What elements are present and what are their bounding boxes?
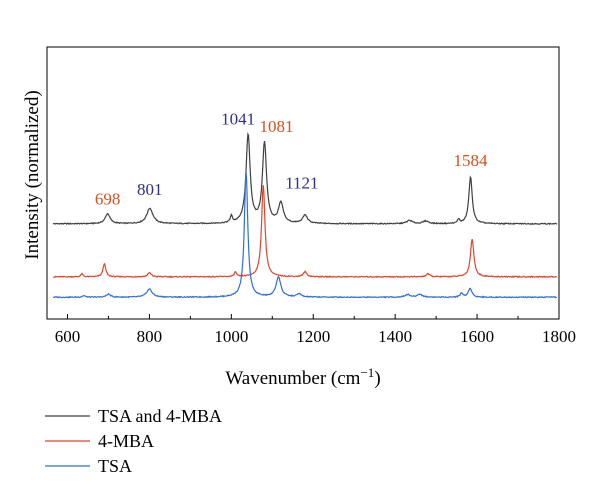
- peak-label-1121: 1121: [285, 173, 318, 192]
- legend: TSA and 4-MBA 4-MBA TSA: [45, 406, 222, 476]
- x-axis-label-main: Wavenumber (cm: [225, 368, 360, 389]
- peak-label-801: 801: [137, 180, 163, 199]
- x-tick-label: 1000: [214, 327, 248, 346]
- x-axis-label-close: ): [374, 368, 380, 389]
- y-axis-label: Intensity (normalized): [22, 90, 43, 259]
- x-tick-label: 1200: [296, 327, 330, 346]
- x-axis-label: Wavenumber (cm−1): [225, 365, 380, 389]
- peak-annotations: 698 801 1041 1081 1121 1584: [95, 109, 488, 208]
- plot-frame: [46, 46, 560, 320]
- legend-label-4-mba: 4-MBA: [98, 431, 154, 451]
- peak-label-1081: 1081: [259, 117, 293, 136]
- series-line-tsa: [53, 171, 558, 299]
- legend-label-tsa-and-4-mba: TSA and 4-MBA: [98, 406, 222, 426]
- series-line-4-mba: [53, 185, 558, 279]
- legend-label-tsa: TSA: [98, 456, 132, 476]
- x-axis-ticks: 600 800 1000 1200 1400 1600 1800: [55, 314, 576, 346]
- series-line-tsa-and-4-mba: [52, 131, 558, 225]
- x-axis-label-exponent: −1: [360, 365, 374, 380]
- peak-label-698: 698: [95, 190, 121, 209]
- x-tick-label: 1600: [460, 327, 494, 346]
- x-tick-label: 600: [55, 327, 81, 346]
- series-layer: [52, 131, 558, 299]
- peak-label-1584: 1584: [454, 151, 489, 170]
- peak-label-1041: 1041: [221, 109, 255, 128]
- x-tick-label: 1400: [378, 327, 412, 346]
- x-tick-label: 800: [137, 327, 163, 346]
- x-tick-label: 1800: [542, 327, 576, 346]
